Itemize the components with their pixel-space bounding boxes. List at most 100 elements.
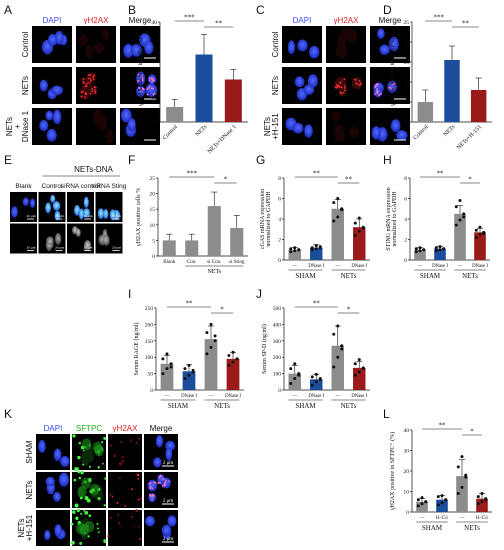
data-point — [357, 370, 361, 374]
data-point — [169, 365, 173, 369]
data-point — [332, 365, 336, 369]
group-label: SHAM — [422, 524, 443, 532]
nucleus — [127, 117, 136, 132]
bar — [160, 363, 174, 390]
panel-letter-l: L — [383, 407, 390, 421]
foci — [140, 91, 143, 93]
sftpc-signal — [88, 465, 91, 468]
bar — [456, 476, 468, 512]
column-header: Blank — [15, 183, 32, 190]
foci — [137, 80, 139, 82]
panel-letter-k: K — [4, 407, 12, 421]
x-tick-label: H-151 — [436, 516, 449, 521]
y-tick-label: 20 — [404, 40, 410, 46]
y-axis-label: normalized to GAPDH — [392, 191, 398, 247]
y-tick-label: 2 — [278, 238, 281, 244]
foci — [342, 91, 345, 94]
foci — [359, 82, 362, 85]
nucleus — [120, 108, 132, 123]
group-label: NETs-DNA — [74, 165, 113, 174]
data-point — [213, 334, 217, 338]
nucleus — [44, 530, 51, 541]
column-header: DAPI — [44, 424, 63, 433]
bar — [454, 213, 466, 260]
data-point — [460, 455, 464, 459]
data-point — [440, 494, 444, 498]
nucleus — [39, 79, 48, 92]
nucleus — [331, 110, 341, 121]
data-point — [332, 332, 336, 336]
bar — [444, 60, 460, 122]
nucleus — [153, 457, 162, 468]
foci — [163, 482, 166, 485]
foci — [344, 89, 346, 92]
foci — [376, 89, 378, 92]
nucleus — [22, 197, 29, 206]
sftpc-signal — [70, 522, 74, 526]
foci — [92, 76, 95, 78]
nucleus — [93, 108, 102, 124]
foci — [137, 73, 140, 76]
scale-bar-label: 2 μm — [163, 499, 173, 504]
y-tick-label: 15 — [404, 60, 410, 66]
column-header: DAPI — [293, 16, 312, 25]
nucleus — [93, 42, 105, 54]
nucleus — [83, 240, 92, 251]
scale-bar-label: 20 μm — [112, 214, 121, 218]
nucleus — [161, 524, 172, 537]
nucleus — [54, 232, 62, 245]
data-point — [332, 219, 336, 223]
row-label: NETs — [263, 117, 272, 136]
foci — [94, 88, 96, 91]
row-label: NETs — [21, 76, 30, 95]
row-label: SHAM — [25, 440, 34, 463]
nucleus — [377, 28, 385, 39]
data-point — [297, 248, 301, 252]
foci — [160, 475, 163, 478]
foci — [148, 77, 151, 80]
sftpc-signal — [97, 497, 101, 500]
group-label: SHAM — [420, 272, 441, 280]
foci — [153, 481, 156, 484]
chart-f: 0 5 10 15 20 25 γH2AX positive cells % Blank Con… — [136, 170, 248, 275]
foci — [148, 79, 151, 82]
nucleus — [287, 40, 296, 55]
nucleus — [78, 208, 84, 220]
foci — [107, 534, 110, 538]
nucleus — [335, 43, 348, 59]
column-header: Merge — [129, 16, 152, 25]
foci — [336, 85, 339, 88]
panel-e-micrographs: NETs-DNA Blank 20 μm 20 μm Control 20 μm 20 μm… — [10, 165, 127, 254]
micrograph-tile — [10, 223, 37, 254]
row-label: DNase 1 — [21, 110, 30, 142]
foci — [146, 93, 149, 96]
foci — [109, 444, 112, 447]
foci — [374, 84, 377, 87]
column-header: siRNA control — [61, 183, 101, 190]
foci — [152, 93, 155, 96]
sftpc-signal — [103, 504, 106, 507]
data-point — [422, 248, 426, 252]
sftpc-signal — [74, 467, 79, 472]
foci — [84, 96, 87, 99]
significance-label: * — [347, 306, 351, 314]
x-tick-label: si Sting — [229, 260, 245, 265]
bar — [476, 498, 488, 512]
foci — [85, 82, 88, 85]
nucleus — [50, 194, 56, 203]
data-point — [440, 501, 444, 505]
sftpc-signal — [102, 462, 104, 465]
data-point — [235, 357, 239, 361]
data-point — [353, 373, 357, 377]
foci — [89, 74, 92, 77]
significance-label: ** — [215, 20, 223, 28]
panel-letter-j: J — [256, 287, 262, 301]
data-point — [336, 355, 340, 359]
foci — [91, 88, 94, 90]
foci — [89, 92, 92, 95]
x-tick-label: — — [208, 394, 214, 399]
nucleus — [103, 209, 109, 219]
sftpc-cell — [79, 523, 90, 536]
bar — [226, 358, 240, 390]
